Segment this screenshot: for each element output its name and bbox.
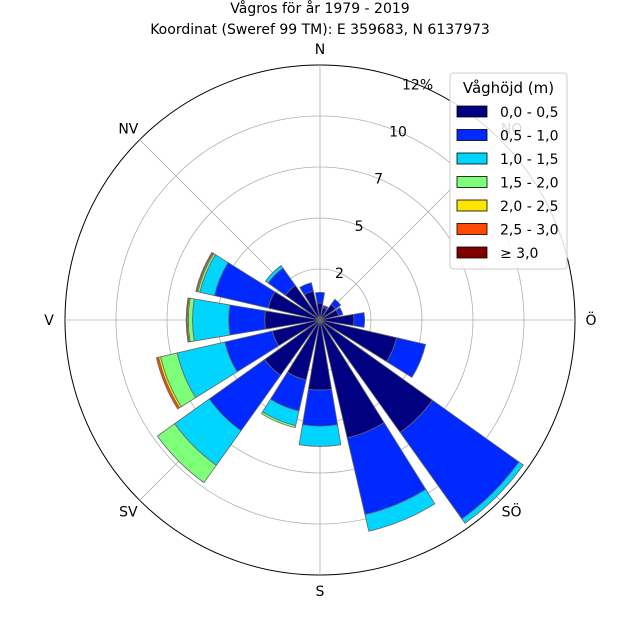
rose-bar-segment <box>386 337 427 378</box>
radial-tick-label: 7 <box>374 172 383 188</box>
direction-label: SÖ <box>502 503 522 521</box>
rose-bar-segment <box>299 282 314 296</box>
rose-bar-segment <box>298 424 342 447</box>
legend-box <box>449 72 568 270</box>
rose-bar-segment <box>461 461 524 524</box>
rose-bar-segment <box>195 251 214 293</box>
rose-bars <box>155 251 524 532</box>
rose-bar-segment <box>260 411 297 429</box>
rose-bar-segment <box>314 291 326 304</box>
rose-bar-segment <box>335 307 344 317</box>
radial-tick-label: 10 <box>389 125 407 141</box>
legend-swatch <box>456 223 488 235</box>
legend-swatch <box>456 152 488 165</box>
legend-entry-label: 2,0 - 2,5 <box>500 199 558 215</box>
radial-tick-label: 2 <box>335 266 344 282</box>
chart-title: Vågros för år 1979 - 2019 <box>230 0 409 17</box>
rose-bar-segment <box>156 423 217 484</box>
rose-bar-segment <box>330 298 342 310</box>
direction-label: NV <box>118 121 138 137</box>
direction-label: SV <box>119 505 138 521</box>
rose-bar-segment <box>364 488 436 532</box>
rose-bar-segment <box>322 305 329 310</box>
radial-tick-labels: 2 5 7 10 12% <box>335 77 433 281</box>
legend-swatch <box>456 199 488 212</box>
rose-bar-segment <box>264 264 284 284</box>
direction-label: Ö <box>585 311 596 329</box>
legend-swatch <box>456 105 488 118</box>
legend-entry-label: 1,0 - 1,5 <box>500 152 558 168</box>
rose-bar-segment <box>155 356 180 410</box>
legend-swatch <box>456 176 488 188</box>
legend-entry-label: 0,5 - 1,0 <box>500 129 558 145</box>
rose-bar-segment <box>192 298 231 342</box>
radial-tick-label: 5 <box>355 219 364 235</box>
direction-label: V <box>44 313 54 329</box>
rose-bar-segment <box>228 304 266 336</box>
legend-swatch <box>456 246 488 259</box>
radial-tick-label: 12% <box>402 77 433 93</box>
rose-bar-segment <box>353 312 366 328</box>
legend-title: Våghöjd (m) <box>463 79 554 97</box>
legend: Våghöjd (m) 0,0 - 0,5 0,5 - 1,0 1,0 - 1,5 1,… <box>449 72 568 270</box>
rose-bar-segment <box>302 388 338 427</box>
legend-entry-label: 1,5 - 2,0 <box>500 176 558 192</box>
legend-entry-label: 2,5 - 3,0 <box>500 223 558 239</box>
direction-label: S <box>316 584 325 600</box>
legend-entry-label: ≥ 3,0 <box>500 246 538 262</box>
rose-bar-segment <box>185 297 190 343</box>
chart-subtitle: Koordinat (Sweref 99 TM): E 359683, N 61… <box>150 22 490 38</box>
direction-label: N <box>315 42 325 58</box>
legend-swatch <box>456 129 488 141</box>
legend-entry-label: 0,0 - 0,5 <box>500 105 558 121</box>
